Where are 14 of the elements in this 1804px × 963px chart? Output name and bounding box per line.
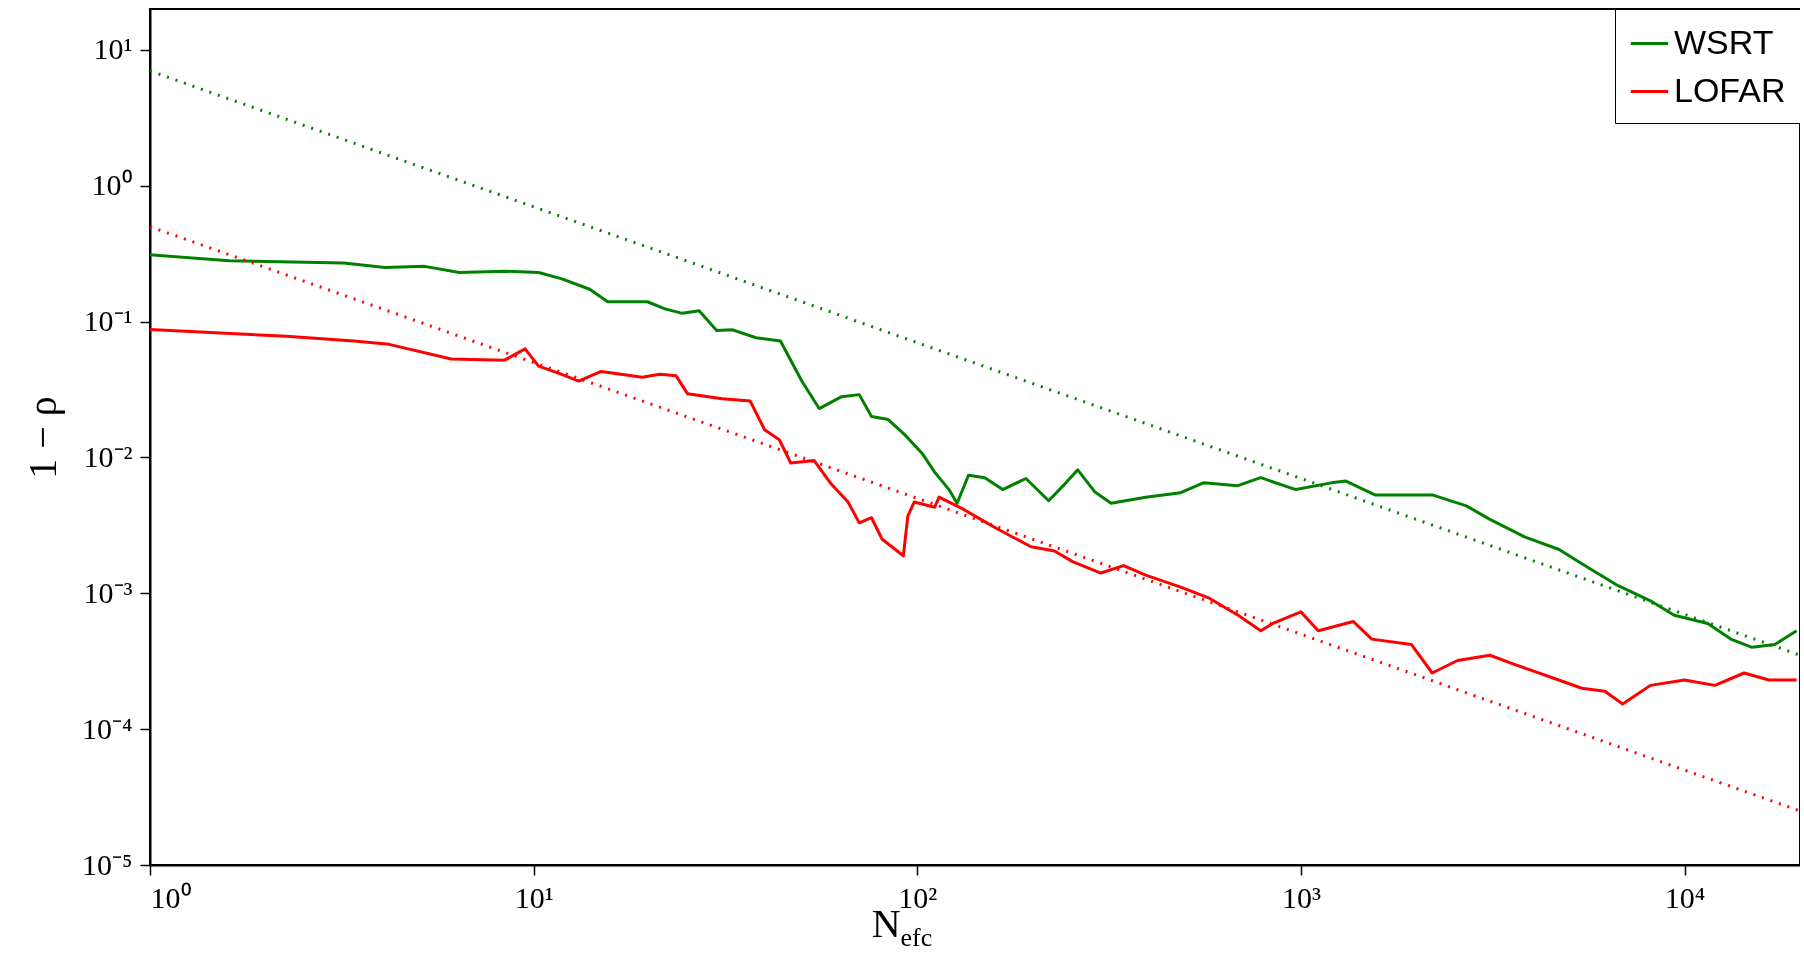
y-tick-label: 10⁻¹	[83, 304, 133, 338]
x-tick-label: 10⁴	[1664, 880, 1706, 914]
y-tick-label: 10⁻⁵	[82, 847, 133, 881]
y-tick-label: 10⁻⁴	[82, 711, 133, 745]
legend-label: WSRT	[1674, 22, 1774, 61]
x-tick-label: 10³	[1281, 880, 1321, 914]
y-tick-label: 10⁰	[91, 168, 133, 202]
legend-label: LOFAR	[1674, 70, 1786, 109]
y-tick-label: 10⁻³	[83, 575, 133, 609]
y-tick-label: 10⁻²	[83, 439, 133, 473]
y-axis-title: 1 − ρ	[20, 396, 66, 479]
y-tick-label: 10¹	[93, 32, 133, 66]
x-tick-label: 10⁰	[150, 880, 192, 914]
x-tick-label: 10¹	[514, 880, 554, 914]
